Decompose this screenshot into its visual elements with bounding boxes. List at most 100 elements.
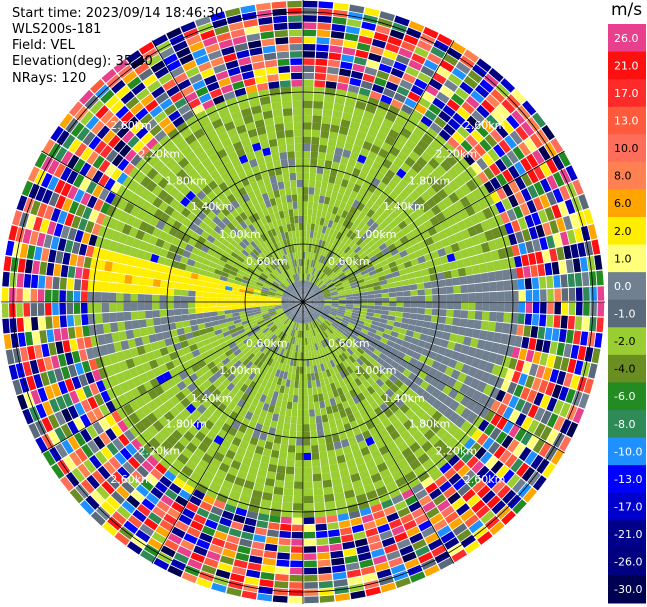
radar-gate — [394, 195, 405, 205]
radar-gate — [577, 345, 587, 361]
radar-gate — [362, 389, 371, 399]
radar-gate — [311, 136, 320, 145]
radar-gate — [365, 334, 374, 342]
radar-gate — [472, 402, 484, 415]
radar-gate — [94, 302, 102, 313]
radar-gate — [367, 331, 376, 338]
radar-gate — [309, 304, 317, 308]
radar-gate — [486, 114, 500, 128]
radar-gate — [285, 408, 292, 417]
radar-gate — [324, 435, 333, 444]
radar-gate — [316, 318, 323, 325]
radar-gate — [483, 340, 493, 352]
radar-gate — [413, 78, 428, 90]
radar-gate — [387, 129, 400, 140]
radar-gate — [365, 173, 375, 184]
radar-gate — [583, 302, 590, 316]
radar-gate — [277, 552, 290, 560]
radar-gate — [303, 258, 306, 267]
radar-gate — [352, 309, 360, 314]
radar-gate — [316, 269, 321, 278]
radar-gate — [403, 216, 414, 226]
radar-gate — [310, 245, 315, 253]
radar-gate — [443, 449, 456, 462]
radar-gate — [117, 273, 126, 284]
radar-gate — [309, 237, 313, 246]
radar-gate — [454, 391, 465, 404]
radar-gate — [426, 507, 440, 519]
radar-gate — [16, 303, 23, 318]
radar-gate — [159, 287, 168, 295]
radar-gate — [457, 240, 467, 251]
radar-gate — [283, 488, 294, 496]
radar-gate — [331, 117, 342, 127]
radar-gate — [303, 230, 307, 238]
radar-gate — [369, 45, 384, 56]
radar-gate — [528, 337, 537, 351]
radar-gate — [138, 319, 147, 328]
radar-gate — [352, 293, 361, 297]
radar-gate — [304, 574, 318, 582]
radar-gate — [358, 35, 373, 45]
radar-gate — [316, 304, 325, 308]
radar-gate — [580, 225, 591, 242]
radar-gate — [312, 285, 319, 292]
radar-gate — [412, 430, 424, 442]
radar-gate — [517, 483, 532, 498]
radar-gate — [556, 342, 565, 357]
radar-gate — [460, 139, 473, 153]
radar-gate — [437, 230, 448, 241]
radar-gate — [349, 121, 361, 131]
radar-gate — [408, 252, 417, 261]
radar-gate — [116, 312, 125, 322]
radar-gate — [404, 470, 417, 483]
radar-gate — [329, 45, 343, 54]
radar-gate — [443, 53, 459, 67]
radar-gate — [312, 260, 317, 268]
radar-gate — [571, 196, 583, 212]
radar-gate — [569, 213, 580, 229]
radar-gate — [409, 200, 420, 212]
radar-gate — [362, 73, 376, 83]
radar-gate — [580, 331, 589, 346]
radar-gate — [501, 197, 513, 211]
radar-gate — [284, 480, 294, 489]
radar-gate — [354, 350, 362, 358]
radar-gate — [373, 348, 382, 357]
radar-gate — [484, 409, 496, 423]
radar-gate — [41, 343, 50, 358]
radar-gate — [440, 237, 451, 248]
radar-gate — [527, 169, 539, 184]
radar-gate — [484, 73, 499, 88]
radar-gate — [495, 124, 509, 139]
radar-gate — [359, 308, 368, 312]
radar-gate — [578, 393, 590, 409]
radar-gate — [291, 531, 303, 539]
radar-gate — [496, 302, 505, 312]
radar-gate — [353, 56, 367, 66]
radar-gate — [353, 107, 365, 118]
radar-gate — [516, 462, 530, 478]
radar-gate — [310, 302, 318, 305]
radar-gate — [202, 286, 211, 293]
radar-gate — [358, 407, 368, 418]
radar-gate — [409, 413, 420, 425]
radar-gate — [278, 65, 290, 74]
radar-gate — [224, 309, 232, 315]
radar-gate — [328, 52, 342, 61]
radar-gate — [376, 326, 386, 333]
radar-gate — [145, 318, 154, 327]
radar-gate — [446, 294, 454, 302]
radar-gate — [414, 249, 424, 258]
radar-gate — [458, 208, 470, 220]
radar-gate — [451, 441, 464, 454]
radar-gate — [500, 211, 511, 224]
radar-gate — [76, 337, 85, 350]
radar-gate — [454, 187, 466, 200]
radar-gate — [316, 537, 329, 546]
radar-gate — [74, 278, 82, 291]
radar-gate — [390, 234, 400, 243]
radar-gate — [436, 91, 450, 104]
radar-gate — [433, 493, 447, 506]
radar-gate — [315, 261, 321, 270]
